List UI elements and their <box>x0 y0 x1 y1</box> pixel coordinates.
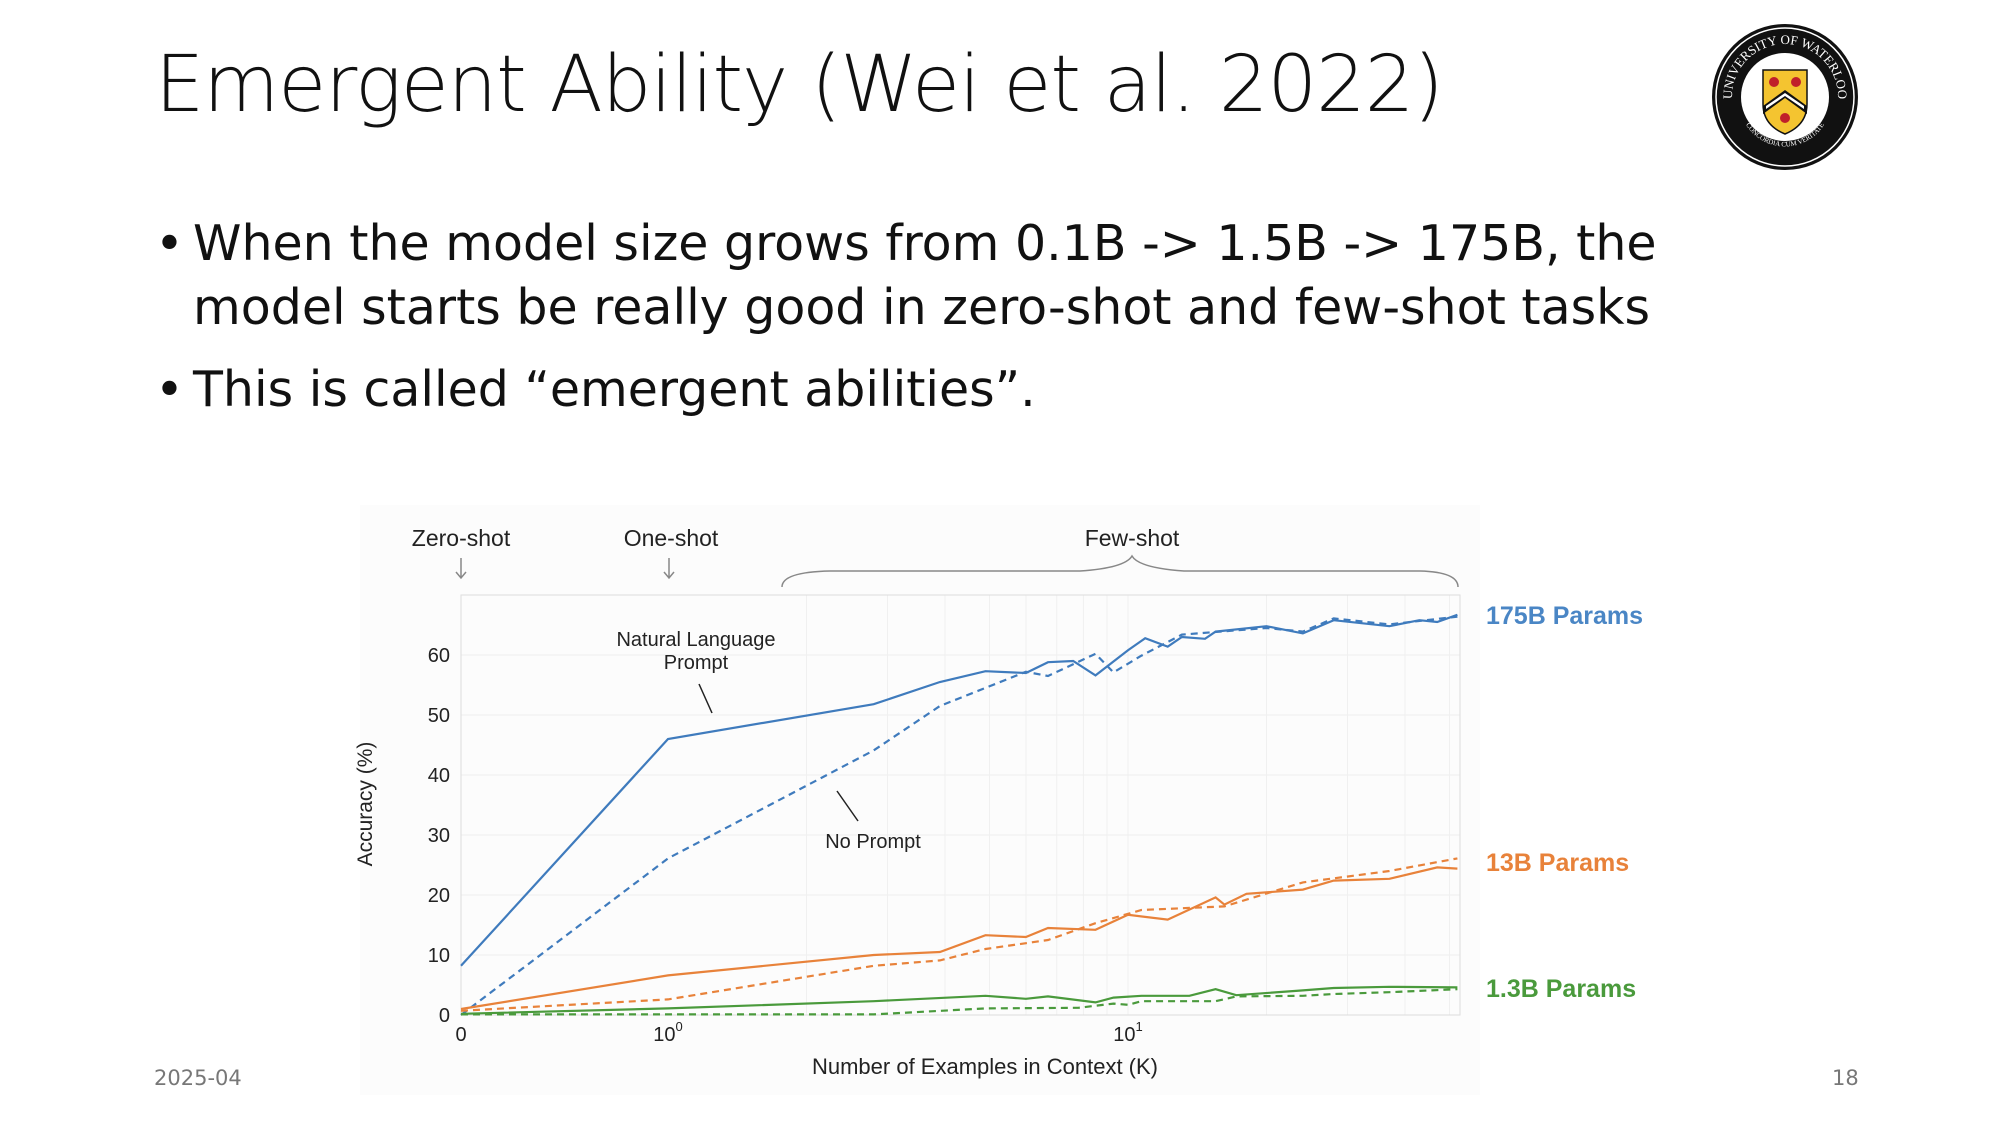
few-shot-brace <box>781 554 1459 588</box>
university-seal-logo: UNIVERSITY OF WATERLOO CONCORDIA CUM VER… <box>1712 24 1858 170</box>
legend-13b: 13B Params <box>1486 849 1629 877</box>
slide-title: Emergent Ability (Wei et al. 2022) <box>155 40 1444 130</box>
y-tick-label: 60 <box>428 645 450 667</box>
page-number: 18 <box>1832 1066 1859 1090</box>
nl-prompt-annotation-line2: Prompt <box>664 652 729 674</box>
zero-shot-arrow-icon <box>455 558 467 580</box>
one-shot-label: One-shot <box>624 525 719 551</box>
few-shot-label: Few-shot <box>1085 525 1180 551</box>
nl-prompt-annotation-line1: Natural Language <box>616 629 775 651</box>
x-tick-label: 0 <box>455 1024 466 1046</box>
series-line-dashed <box>460 615 1458 1016</box>
y-tick-label: 0 <box>439 1005 450 1027</box>
y-axis-label: Accuracy (%) <box>354 742 377 867</box>
y-tick-label: 20 <box>428 885 450 907</box>
bullet-dot: • <box>155 215 184 272</box>
y-tick-label: 30 <box>428 825 450 847</box>
bullet-dot: • <box>155 361 184 418</box>
footer-date: 2025-04 <box>154 1066 242 1090</box>
y-tick-label: 10 <box>428 945 450 967</box>
chart-background <box>360 505 1480 1095</box>
bullet-list: • When the model size grows from 0.1B -> … <box>155 212 1795 440</box>
series-line-solid <box>460 866 1458 1011</box>
nl-prompt-pointer <box>698 683 713 714</box>
series-line-solid <box>460 613 1458 967</box>
plot-frame <box>460 594 1461 1016</box>
no-prompt-pointer <box>836 790 859 822</box>
no-prompt-annotation: No Prompt <box>825 831 921 853</box>
bullet-text: This is called “emergent abilities”. <box>193 361 1036 418</box>
legend-175b: 175B Params <box>1486 602 1643 630</box>
legend-1-3b: 1.3B Params <box>1486 975 1636 1003</box>
series-line-dashed <box>461 988 1458 1016</box>
zero-shot-label: Zero-shot <box>412 525 511 551</box>
y-tick-label: 50 <box>428 705 450 727</box>
series-line-solid <box>460 985 1458 1015</box>
y-tick-label: 40 <box>428 765 450 787</box>
x-tick-label: 101 <box>1113 1019 1142 1046</box>
bullet-item: • When the model size grows from 0.1B -> … <box>155 212 1795 340</box>
series-line-dashed <box>460 857 1458 1012</box>
x-axis-label: Number of Examples in Context (K) <box>812 1054 1158 1079</box>
bullet-item: • This is called “emergent abilities”. <box>155 358 1795 422</box>
bullet-text: When the model size grows from 0.1B -> 1… <box>193 215 1657 336</box>
one-shot-arrow-icon <box>663 558 675 580</box>
